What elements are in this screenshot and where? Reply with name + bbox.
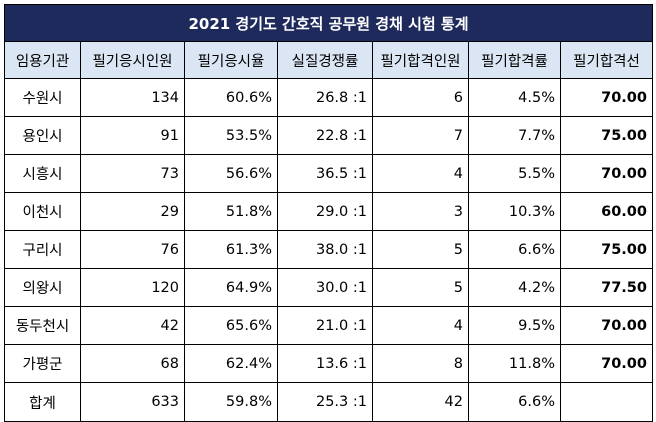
cell-rate: 56.6%	[184, 154, 278, 193]
cell-rate: 62.4%	[184, 344, 278, 383]
cell-cutoff: 60.00	[560, 192, 653, 231]
cell-competition: 25.3 :1	[277, 382, 373, 422]
cell-pass-rate: 9.5%	[468, 306, 561, 345]
cell-applicants: 29	[80, 192, 185, 231]
cell-applicants: 633	[80, 382, 185, 422]
cell-competition: 21.0 :1	[277, 306, 373, 345]
cell-passed: 4	[372, 306, 469, 345]
cell-pass-rate: 10.3%	[468, 192, 561, 231]
cell-agency: 수원시	[4, 78, 81, 117]
stats-table-container: 2021 경기도 간호직 공무원 경채 시험 통계 임용기관 필기응시인원 필기…	[4, 4, 653, 422]
cell-agency: 용인시	[4, 116, 81, 155]
cell-passed: 7	[372, 116, 469, 155]
cell-passed: 4	[372, 154, 469, 193]
table-row: 동두천시 42 65.6% 21.0 :1 4 9.5% 70.00	[4, 306, 653, 345]
cell-rate: 53.5%	[184, 116, 278, 155]
cell-competition: 26.8 :1	[277, 78, 373, 117]
table-row: 시흥시 73 56.6% 36.5 :1 4 5.5% 70.00	[4, 154, 653, 193]
cell-agency: 시흥시	[4, 154, 81, 193]
cell-competition: 38.0 :1	[277, 230, 373, 269]
cell-pass-rate: 4.2%	[468, 268, 561, 307]
cell-rate: 64.9%	[184, 268, 278, 307]
cell-applicants: 73	[80, 154, 185, 193]
table-row: 용인시 91 53.5% 22.8 :1 7 7.7% 75.00	[4, 116, 653, 155]
table-row: 가평군 68 62.4% 13.6 :1 8 11.8% 70.00	[4, 344, 653, 383]
table-row: 의왕시 120 64.9% 30.0 :1 5 4.2% 77.50	[4, 268, 653, 307]
cell-applicants: 134	[80, 78, 185, 117]
cell-rate: 51.8%	[184, 192, 278, 231]
cell-cutoff: 70.00	[560, 344, 653, 383]
cell-pass-rate: 6.6%	[468, 230, 561, 269]
table-row: 수원시 134 60.6% 26.8 :1 6 4.5% 70.00	[4, 78, 653, 117]
cell-passed: 5	[372, 230, 469, 269]
cell-rate: 59.8%	[184, 382, 278, 422]
cell-competition: 29.0 :1	[277, 192, 373, 231]
cell-rate: 60.6%	[184, 78, 278, 117]
cell-pass-rate: 4.5%	[468, 78, 561, 117]
cell-passed: 42	[372, 382, 469, 422]
cell-competition: 30.0 :1	[277, 268, 373, 307]
cell-cutoff: 77.50	[560, 268, 653, 307]
cell-agency: 동두천시	[4, 306, 81, 345]
table-row: 구리시 76 61.3% 38.0 :1 5 6.6% 75.00	[4, 230, 653, 269]
cell-applicants: 91	[80, 116, 185, 155]
exam-statistics-table: 2021 경기도 간호직 공무원 경채 시험 통계 임용기관 필기응시인원 필기…	[4, 4, 653, 422]
cell-agency: 합계	[4, 382, 81, 422]
cell-cutoff: 75.00	[560, 230, 653, 269]
cell-pass-rate: 6.6%	[468, 382, 561, 422]
col-header-competition: 실질경쟁률	[277, 41, 373, 79]
cell-agency: 구리시	[4, 230, 81, 269]
cell-agency: 의왕시	[4, 268, 81, 307]
col-header-rate: 필기응시율	[184, 41, 278, 79]
cell-competition: 22.8 :1	[277, 116, 373, 155]
cell-agency: 가평군	[4, 344, 81, 383]
col-header-passed: 필기합격인원	[372, 41, 469, 79]
cell-passed: 6	[372, 78, 469, 117]
cell-cutoff: 70.00	[560, 306, 653, 345]
total-row: 합계 633 59.8% 25.3 :1 42 6.6%	[4, 382, 653, 422]
cell-passed: 8	[372, 344, 469, 383]
cell-passed: 5	[372, 268, 469, 307]
cell-rate: 61.3%	[184, 230, 278, 269]
cell-applicants: 120	[80, 268, 185, 307]
cell-applicants: 68	[80, 344, 185, 383]
col-header-cutoff: 필기합격선	[560, 41, 653, 79]
col-header-pass-rate: 필기합격률	[468, 41, 561, 79]
cell-cutoff: 75.00	[560, 116, 653, 155]
table-title: 2021 경기도 간호직 공무원 경채 시험 통계	[4, 4, 653, 42]
cell-rate: 65.6%	[184, 306, 278, 345]
cell-pass-rate: 11.8%	[468, 344, 561, 383]
cell-cutoff: 70.00	[560, 78, 653, 117]
cell-cutoff	[560, 382, 653, 422]
cell-passed: 3	[372, 192, 469, 231]
cell-pass-rate: 5.5%	[468, 154, 561, 193]
cell-applicants: 42	[80, 306, 185, 345]
cell-competition: 13.6 :1	[277, 344, 373, 383]
cell-competition: 36.5 :1	[277, 154, 373, 193]
cell-applicants: 76	[80, 230, 185, 269]
table-row: 이천시 29 51.8% 29.0 :1 3 10.3% 60.00	[4, 192, 653, 231]
cell-pass-rate: 7.7%	[468, 116, 561, 155]
col-header-agency: 임용기관	[4, 41, 81, 79]
cell-agency: 이천시	[4, 192, 81, 231]
cell-cutoff: 70.00	[560, 154, 653, 193]
col-header-applicants: 필기응시인원	[80, 41, 185, 79]
